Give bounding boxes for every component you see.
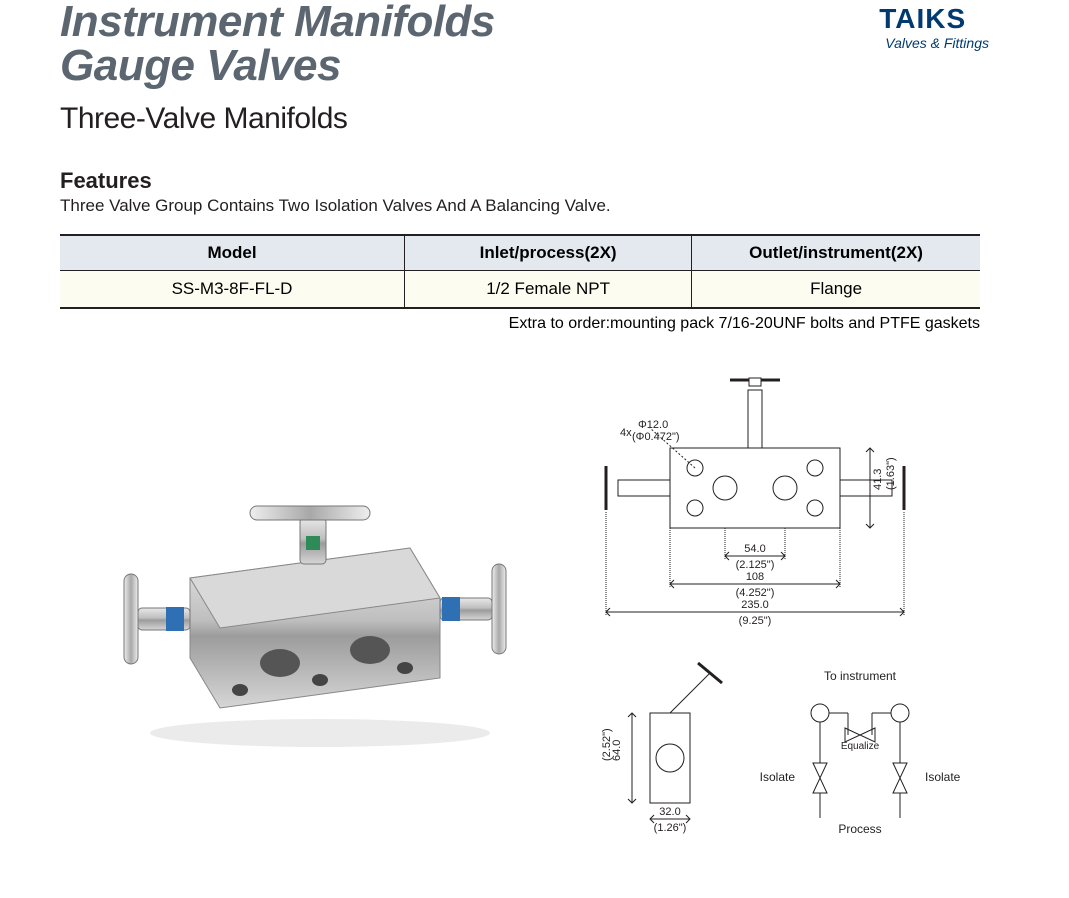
brand-name: TAIKS: [879, 5, 989, 33]
title-block: Instrument Manifolds Gauge Valves Three-…: [60, 0, 495, 136]
table-header-row: Model Inlet/process(2X) Outlet/instrumen…: [60, 235, 980, 271]
brand-logo: TAIKS Valves & Fittings: [879, 5, 989, 51]
h-mm: 41.3: [872, 469, 884, 490]
table-row: SS-M3-8F-FL-D 1/2 Female NPT Flange: [60, 271, 980, 309]
lbl-to-instrument: To instrument: [824, 669, 897, 683]
d1-mm: 54.0: [744, 543, 765, 555]
lbl-process: Process: [838, 822, 881, 836]
cell-outlet: Flange: [692, 271, 980, 309]
features-heading: Features: [60, 168, 1019, 194]
cell-inlet: 1/2 Female NPT: [405, 271, 692, 309]
col-outlet: Outlet/instrument(2X): [692, 235, 980, 271]
sh-in: (2.52"): [601, 728, 613, 761]
sw-mm: 32.0: [659, 806, 680, 818]
extra-note: Extra to order:mounting pack 7/16-20UNF …: [60, 315, 980, 333]
brand-tag: Valves & Fittings: [885, 35, 989, 51]
col-model: Model: [60, 235, 405, 271]
lbl-equalize: Equalize: [841, 741, 880, 752]
hole-prefix: 4x: [620, 427, 632, 439]
cell-model: SS-M3-8F-FL-D: [60, 271, 405, 309]
col-inlet: Inlet/process(2X): [405, 235, 692, 271]
features-text: Three Valve Group Contains Two Isolation…: [60, 196, 1019, 216]
product-photo: [60, 358, 530, 858]
main-title-line1: Instrument Manifolds: [60, 0, 495, 44]
side-and-schematic: 64.0 (2.52") 32.0 (1.26"): [570, 653, 970, 853]
hole-dia-in: (Φ0.472"): [632, 431, 680, 443]
h-in: (1.63"): [885, 457, 897, 490]
subtitle: Three-Valve Manifolds: [60, 102, 495, 136]
d2-mm: 108: [746, 571, 764, 583]
d2-in: (4.252"): [736, 587, 775, 599]
d3-in: (9.25"): [739, 615, 772, 627]
main-title-line2: Gauge Valves: [60, 44, 495, 88]
d3-mm: 235.0: [741, 599, 769, 611]
top-view-drawing: 4x Φ12.0 (Φ0.472") 41.3 (1.63") 54.0 (2.…: [570, 358, 970, 648]
hole-dia-mm: Φ12.0: [638, 419, 668, 431]
sw-in: (1.26"): [654, 822, 687, 834]
lbl-isolate-r: Isolate: [925, 770, 961, 784]
spec-table: Model Inlet/process(2X) Outlet/instrumen…: [60, 234, 980, 309]
d1-in: (2.125"): [736, 559, 775, 571]
lbl-isolate-l: Isolate: [760, 770, 796, 784]
